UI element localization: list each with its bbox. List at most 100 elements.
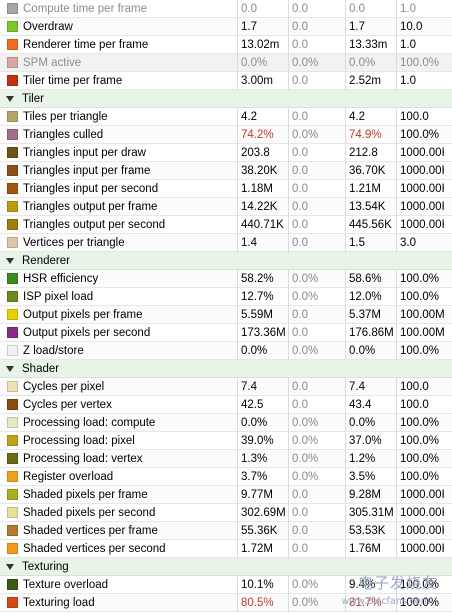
section-header-texturing[interactable]: Texturing xyxy=(0,558,452,576)
color-swatch-icon[interactable] xyxy=(7,147,18,158)
counter-row[interactable]: Output pixels per frame 5.59M 0.0 5.37M 100.… xyxy=(0,305,452,324)
collapse-triangle-icon[interactable] xyxy=(6,95,14,102)
average-value: 43.4 xyxy=(345,395,396,414)
counter-row[interactable]: Processing load: pixel 39.0% 0.0% 37.0% 100.… xyxy=(0,431,452,450)
min-value: 0.0% xyxy=(288,413,345,432)
average-value: 176.86M xyxy=(345,323,396,342)
counter-row[interactable]: Cycles per vertex 42.5 0.0 43.4 100.0 xyxy=(0,395,452,414)
counter-name: Processing load: pixel xyxy=(23,434,135,447)
color-swatch-icon[interactable] xyxy=(7,453,18,464)
color-swatch-icon[interactable] xyxy=(7,291,18,302)
color-swatch-icon[interactable] xyxy=(7,399,18,410)
average-value: 305.31M xyxy=(345,503,396,522)
current-value: 12.7% xyxy=(237,287,288,306)
color-swatch-icon[interactable] xyxy=(7,183,18,194)
counter-row[interactable]: Overdraw 1.7 0.0 1.7 10.0 xyxy=(0,17,452,36)
counter-row[interactable]: Shaded pixels per second 302.69M 0.0 305.31… xyxy=(0,503,452,522)
counter-row[interactable]: Tiles per triangle 4.2 0.0 4.2 100.0 xyxy=(0,107,452,126)
max-value: 3.0 xyxy=(396,233,444,252)
counter-row[interactable]: Vertices per triangle 1.4 0.0 1.5 3.0 xyxy=(0,233,452,252)
max-value: 100.0% xyxy=(396,125,444,144)
min-value: 0.0 xyxy=(288,143,345,162)
watermark-text: 电子发烧友 xyxy=(357,574,438,592)
average-value: 7.4 xyxy=(345,377,396,396)
counter-row[interactable]: Texturing load 80.5% 0.0% 81.7% 100.0% xyxy=(0,593,452,612)
max-value: 100.0% xyxy=(396,53,444,72)
color-swatch-icon[interactable] xyxy=(7,21,18,32)
average-value: 58.6% xyxy=(345,269,396,288)
section-header-shader[interactable]: Shader xyxy=(0,360,452,378)
color-swatch-icon[interactable] xyxy=(7,417,18,428)
average-value: 212.8 xyxy=(345,143,396,162)
collapse-triangle-icon[interactable] xyxy=(6,257,14,264)
color-swatch-icon[interactable] xyxy=(7,327,18,338)
min-value: 0.0 xyxy=(288,521,345,540)
counter-row[interactable]: Tiler time per frame 3.00m 0.0 2.52m 1.0 xyxy=(0,71,452,90)
color-swatch-icon[interactable] xyxy=(7,597,18,608)
counter-row[interactable]: Processing load: vertex 1.3% 0.0% 1.2% 100.0… xyxy=(0,449,452,468)
counter-row[interactable]: Triangles input per frame 38.20K 0.0 36.70K… xyxy=(0,161,452,180)
counter-row[interactable]: SPM active 0.0% 0.0% 0.0% 100.0% xyxy=(0,53,452,72)
min-value: 0.0 xyxy=(288,107,345,126)
counter-row[interactable]: Cycles per pixel 7.4 0.0 7.4 100.0 xyxy=(0,377,452,396)
color-swatch-icon[interactable] xyxy=(7,345,18,356)
color-swatch-icon[interactable] xyxy=(7,507,18,518)
color-swatch-icon[interactable] xyxy=(7,435,18,446)
counter-row[interactable]: Triangles input per second 1.18M 0.0 1.21M 1… xyxy=(0,179,452,198)
color-swatch-icon[interactable] xyxy=(7,543,18,554)
max-value: 1000.00K xyxy=(396,197,444,216)
counter-row[interactable]: Shaded vertices per second 1.72M 0.0 1.76M 1… xyxy=(0,539,452,558)
color-swatch-icon[interactable] xyxy=(7,525,18,536)
counter-name: Triangles output per frame xyxy=(23,200,158,213)
color-swatch-icon[interactable] xyxy=(7,201,18,212)
section-label: Tiler xyxy=(22,92,44,105)
average-value: 0.0% xyxy=(345,413,396,432)
counter-row[interactable]: Texture overload 10.1% 0.0% 9.4% 100.0% xyxy=(0,575,452,594)
counter-row[interactable]: HSR efficiency 58.2% 0.0% 58.6% 100.0% xyxy=(0,269,452,288)
counter-row[interactable]: Shaded vertices per frame 55.36K 0.0 53.53K… xyxy=(0,521,452,540)
color-swatch-icon[interactable] xyxy=(7,309,18,320)
average-value: 13.54K xyxy=(345,197,396,216)
counter-row[interactable]: Output pixels per second 173.36M 0.0 176.86… xyxy=(0,323,452,342)
current-value: 1.72M xyxy=(237,539,288,558)
counter-name: Z load/store xyxy=(23,344,84,357)
counter-row[interactable]: Triangles input per draw 203.8 0.0 212.8 100… xyxy=(0,143,452,162)
counter-name: Compute time per frame xyxy=(23,2,147,15)
counter-row[interactable]: Compute time per frame 0.0 0.0 0.0 1.0 xyxy=(0,0,452,18)
min-value: 0.0 xyxy=(288,377,345,396)
color-swatch-icon[interactable] xyxy=(7,75,18,86)
min-value: 0.0 xyxy=(288,197,345,216)
color-swatch-icon[interactable] xyxy=(7,489,18,500)
collapse-triangle-icon[interactable] xyxy=(6,563,14,570)
color-swatch-icon[interactable] xyxy=(7,579,18,590)
counter-row[interactable]: Z load/store 0.0% 0.0% 0.0% 100.0% xyxy=(0,341,452,360)
color-swatch-icon[interactable] xyxy=(7,273,18,284)
counter-row[interactable]: Triangles output per frame 14.22K 0.0 13.54… xyxy=(0,197,452,216)
section-header-renderer[interactable]: Renderer xyxy=(0,252,452,270)
counter-name: Triangles input per frame xyxy=(23,164,151,177)
max-value: 1000.00K xyxy=(396,485,444,504)
max-value: 1.0 xyxy=(396,71,444,90)
counter-row[interactable]: Processing load: compute 0.0% 0.0% 0.0% 100.… xyxy=(0,413,452,432)
counter-name: HSR efficiency xyxy=(23,272,99,285)
counter-row[interactable]: Triangles output per second 440.71K 0.0 445… xyxy=(0,215,452,234)
color-swatch-icon[interactable] xyxy=(7,471,18,482)
counter-row[interactable]: Shaded pixels per frame 9.77M 0.0 9.28M 1000… xyxy=(0,485,452,504)
counter-row[interactable]: Triangles culled 74.2% 0.0% 74.9% 100.0% xyxy=(0,125,452,144)
color-swatch-icon[interactable] xyxy=(7,129,18,140)
color-swatch-icon[interactable] xyxy=(7,165,18,176)
color-swatch-icon[interactable] xyxy=(7,39,18,50)
color-swatch-icon[interactable] xyxy=(7,3,18,14)
color-swatch-icon[interactable] xyxy=(7,219,18,230)
counter-row[interactable]: Register overload 3.7% 0.0% 3.5% 100.0% xyxy=(0,467,452,486)
max-value: 1000.00K xyxy=(396,179,444,198)
color-swatch-icon[interactable] xyxy=(7,57,18,68)
counter-name: Tiler time per frame xyxy=(23,74,123,87)
counter-row[interactable]: ISP pixel load 12.7% 0.0% 12.0% 100.0% xyxy=(0,287,452,306)
color-swatch-icon[interactable] xyxy=(7,111,18,122)
color-swatch-icon[interactable] xyxy=(7,381,18,392)
counter-row[interactable]: Renderer time per frame 13.02m 0.0 13.33m 1.… xyxy=(0,35,452,54)
collapse-triangle-icon[interactable] xyxy=(6,365,14,372)
section-header-tiler[interactable]: Tiler xyxy=(0,90,452,108)
color-swatch-icon[interactable] xyxy=(7,237,18,248)
